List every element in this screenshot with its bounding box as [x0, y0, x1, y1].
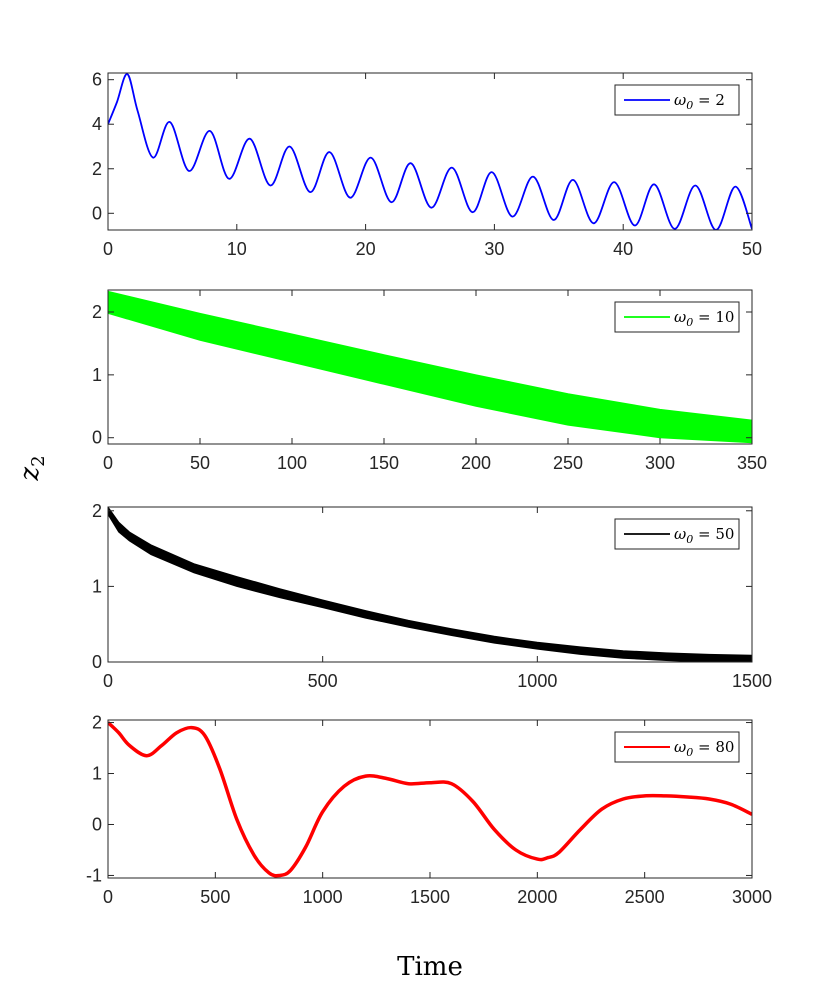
- x-tick-label: 200: [461, 453, 491, 473]
- x-tick-label: 500: [308, 671, 338, 691]
- y-tick-label: 1: [92, 576, 102, 596]
- plot-area-omega-50: [108, 507, 752, 662]
- x-tick-label: 0: [103, 239, 113, 259]
- series-band-omega-10: [108, 290, 752, 444]
- legend-subscript: 0: [686, 99, 693, 112]
- legend-value: = 80: [693, 738, 734, 756]
- x-tick-label: 500: [200, 887, 230, 907]
- x-tick-label: 3000: [732, 887, 772, 907]
- legend-subscript: 0: [686, 316, 693, 329]
- legend-label: ω0 = 2: [674, 91, 725, 112]
- x-tick-label: 1500: [410, 887, 450, 907]
- y-tick-label: 2: [92, 501, 102, 521]
- legend-omega-50: ω0 = 50: [614, 518, 740, 550]
- y-tick-label: 0: [92, 428, 102, 448]
- axes-frame-omega-10: [107, 289, 753, 445]
- x-tick-label: 50: [742, 239, 762, 259]
- plot-area-omega-2: [108, 73, 752, 230]
- x-tick-label: 0: [103, 887, 113, 907]
- x-tick-label: 100: [277, 453, 307, 473]
- legend-value: = 2: [693, 91, 725, 109]
- x-tick-label: 0: [103, 453, 113, 473]
- series-line-omega-80: [108, 721, 752, 878]
- x-tick-label: 50: [190, 453, 210, 473]
- y-tick-label: 6: [92, 70, 102, 90]
- y-tick-label: 0: [92, 814, 102, 834]
- x-tick-label: 300: [645, 453, 675, 473]
- legend-label: ω0 = 10: [674, 308, 734, 329]
- x-tick-label: 10: [227, 239, 247, 259]
- x-tick-label: 250: [553, 453, 583, 473]
- plot-area-omega-80: [108, 721, 752, 878]
- y-tick-label: 0: [92, 652, 102, 672]
- legend-omega-80: ω0 = 80: [614, 731, 740, 763]
- x-tick-label: 350: [737, 453, 767, 473]
- legend-symbol: ω: [674, 91, 686, 109]
- y-tick-label: 4: [92, 114, 102, 134]
- y-tick-label: 2: [92, 713, 102, 733]
- series-band-omega-50: [108, 507, 752, 662]
- y-axis-label: z2: [15, 455, 49, 481]
- y-tick-label: 2: [92, 159, 102, 179]
- axes-frame-omega-50: [107, 506, 753, 663]
- y-tick-label: 0: [92, 203, 102, 223]
- y-tick-label: 1: [92, 764, 102, 784]
- series-line-omega-2: [108, 73, 752, 230]
- x-tick-label: 1000: [517, 671, 557, 691]
- legend-subscript: 0: [686, 533, 693, 546]
- legend-symbol: ω: [674, 738, 686, 756]
- legend-label: ω0 = 80: [674, 738, 734, 759]
- y-tick-label: 2: [92, 302, 102, 322]
- x-tick-label: 2000: [517, 887, 557, 907]
- legend-symbol: ω: [674, 525, 686, 543]
- x-axis-label: Time: [397, 952, 463, 982]
- x-tick-label: 20: [356, 239, 376, 259]
- legend-value: = 10: [693, 308, 734, 326]
- legend-omega-10: ω0 = 10: [614, 301, 740, 333]
- x-tick-label: 0: [103, 671, 113, 691]
- legend-symbol: ω: [674, 308, 686, 326]
- legend-label: ω0 = 50: [674, 525, 734, 546]
- legend-subscript: 0: [686, 746, 693, 759]
- plot-area-omega-10: [108, 290, 752, 444]
- x-tick-label: 30: [484, 239, 504, 259]
- y-tick-label: -1: [86, 865, 102, 885]
- y-tick-label: 1: [92, 365, 102, 385]
- x-tick-label: 2500: [625, 887, 665, 907]
- x-tick-label: 150: [369, 453, 399, 473]
- x-tick-label: 40: [613, 239, 633, 259]
- x-tick-label: 1000: [303, 887, 343, 907]
- x-tick-label: 1500: [732, 671, 772, 691]
- axes-frame-omega-2: [107, 72, 753, 231]
- legend-omega-2: ω0 = 2: [614, 84, 740, 116]
- legend-value: = 50: [693, 525, 734, 543]
